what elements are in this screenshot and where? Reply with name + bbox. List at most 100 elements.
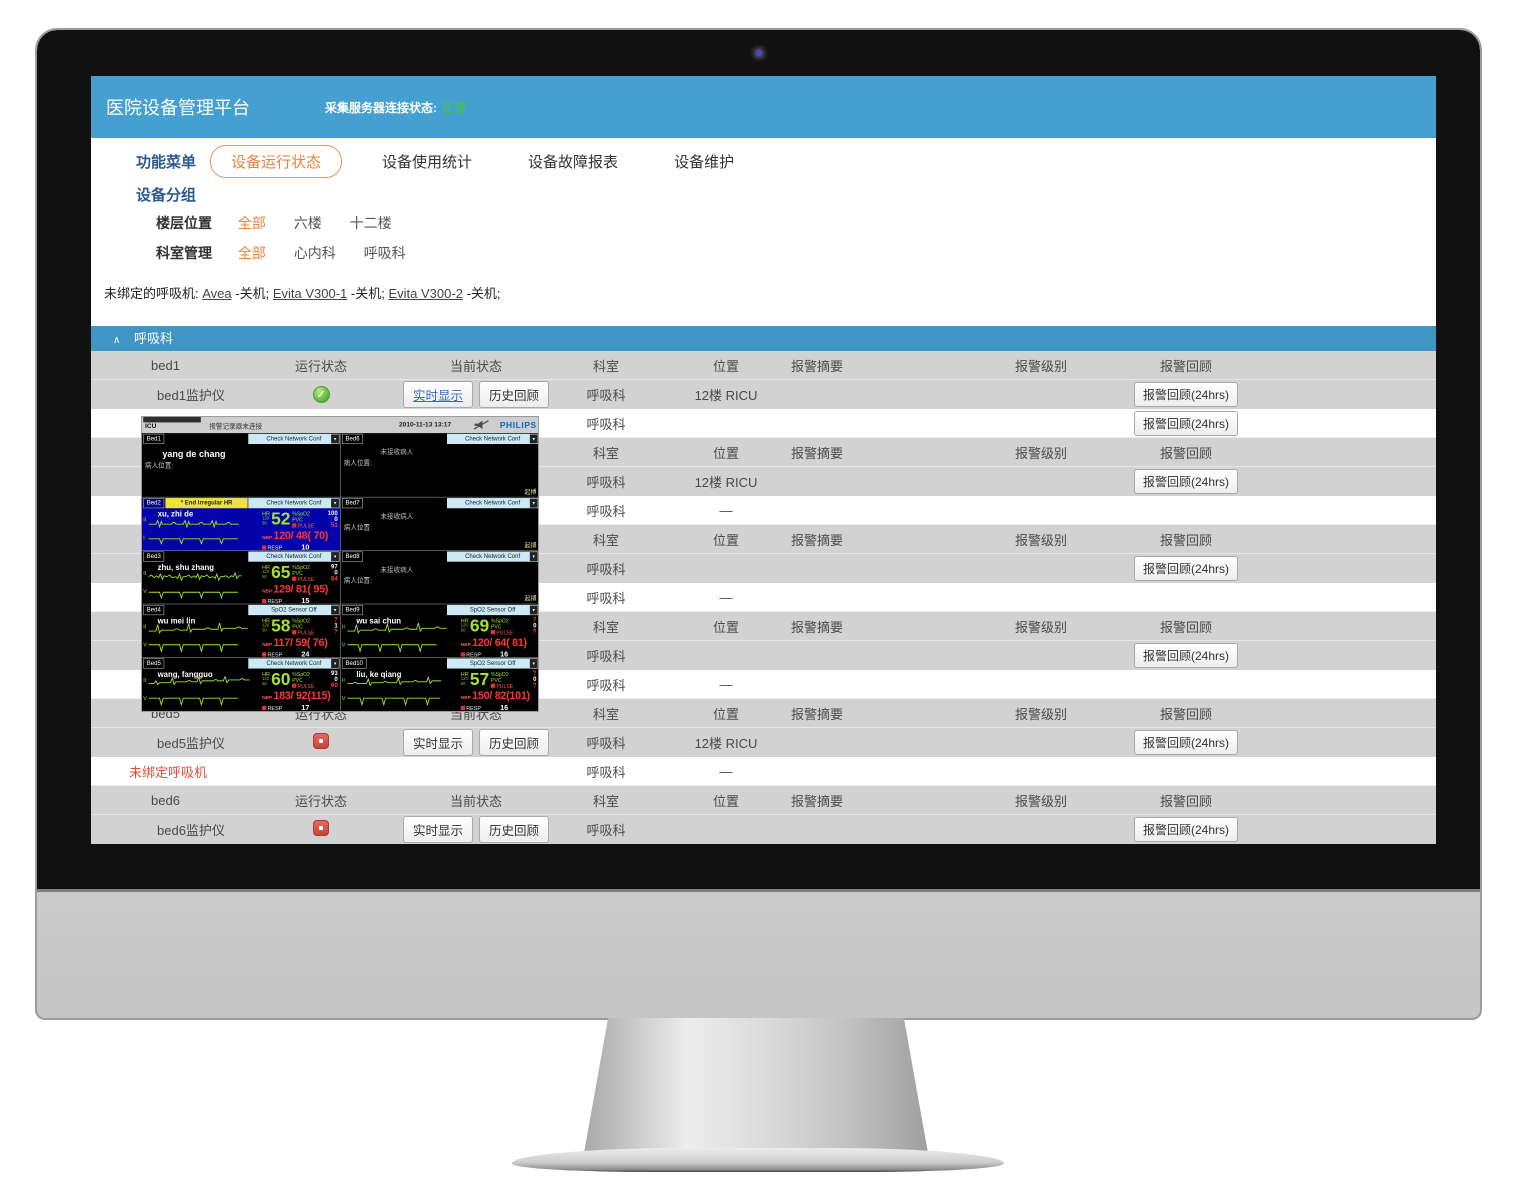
network-conf-dropdown[interactable]: Check Network Conf ▾ (447, 551, 538, 562)
patient-name: liu, ke qiang (356, 669, 402, 679)
bed-tag: Bed2 (143, 498, 165, 509)
dropdown-arrow-icon[interactable]: ▾ (331, 434, 339, 444)
alarm-review-24hrs-button[interactable]: 报警回顾(24hrs) (1133, 469, 1238, 494)
ecg-lead-label: II (143, 570, 147, 577)
tab-device-fault-report[interactable]: 设备故障报表 (528, 153, 619, 171)
alarm-review-24hrs-button[interactable]: 报警回顾(24hrs) (1133, 817, 1238, 842)
dropdown-arrow-icon[interactable]: ▾ (331, 552, 339, 562)
alarm-square-icon (262, 652, 267, 657)
link-avea[interactable]: Avea (202, 286, 232, 301)
ecg-lead-label: II (143, 676, 147, 683)
no-patient-label: 未接收病人 (380, 448, 414, 457)
filter-floor-all[interactable]: 全部 (237, 215, 266, 231)
avea-status: -关机; (235, 286, 270, 301)
status-ok-icon (312, 386, 330, 403)
location-cell: — (719, 502, 733, 518)
dropdown-arrow-icon[interactable]: ▾ (331, 605, 339, 615)
nbp-value: 120/ 48( 70) (273, 529, 329, 542)
filter-dept-all[interactable]: 全部 (237, 245, 266, 261)
location-cell: — (719, 589, 733, 605)
col-alarm-level: 报警级别 (1014, 533, 1067, 548)
col-alarm-summary: 报警摘要 (791, 707, 844, 722)
col-location: 位置 (712, 533, 739, 548)
table-row: bed5监护仪 实时显示 历史回顾 呼吸科 12楼 RICU 报警回顾(24hrs… (91, 728, 1436, 757)
alarm-square-icon (262, 705, 267, 710)
spo2-value: ? (334, 616, 338, 624)
col-alarm-summary: 报警摘要 (791, 533, 844, 548)
bed-panel-bed6: Bed6 Check Network Conf ▾ 未接收病人 病人位置: 起搏 (340, 433, 538, 497)
tab-device-maintenance[interactable]: 设备维护 (674, 153, 735, 171)
alarm-review-24hrs-button[interactable]: 报警回顾(24hrs) (1133, 382, 1238, 407)
section-bar-respiratory[interactable]: ∧ 呼吸科 (91, 326, 1436, 351)
col-location: 位置 (712, 794, 739, 809)
link-evita-v300-1[interactable]: Evita V300-1 (272, 286, 348, 301)
collapse-chevron-icon[interactable]: ∧ (113, 335, 121, 346)
history-review-button[interactable]: 历史回顾 (479, 816, 550, 843)
dropdown-arrow-icon[interactable]: ▾ (331, 658, 339, 668)
filter-dept: 科室管理 全部 心内科 呼吸科 (91, 238, 1436, 268)
network-conf-dropdown[interactable]: Check Network Conf ▾ (248, 551, 340, 562)
filter-floor-6[interactable]: 六楼 (293, 215, 322, 231)
bed-tag: Bed5 (143, 658, 165, 669)
filter-dept-respiratory[interactable]: 呼吸科 (363, 245, 406, 261)
ecg-lead-label: V (341, 641, 346, 648)
ecg-lead-label: II (341, 676, 345, 683)
link-evita-v300-2[interactable]: Evita V300-2 (388, 286, 463, 301)
dropdown-arrow-icon[interactable]: ▾ (529, 498, 538, 508)
bed-panel-bed2: Bed2 * End Irregular HR Check Network Co… (142, 497, 341, 551)
alarm-review-24hrs-button[interactable]: 报警回顾(24hrs) (1133, 556, 1238, 581)
status-stopped-icon (313, 820, 329, 836)
history-review-button[interactable]: 历史回顾 (479, 381, 550, 408)
realtime-display-button[interactable]: 实时显示 (402, 729, 473, 756)
col-alarm-review: 报警回顾 (1159, 707, 1212, 722)
pvc-value: 0 (533, 676, 537, 683)
bed-tag: Bed7 (341, 498, 364, 509)
col-alarm-level: 报警级别 (1014, 794, 1067, 809)
nbp-value: 183/ 92(115) (273, 689, 331, 702)
network-conf-dropdown[interactable]: Check Network Conf ▾ (248, 433, 340, 445)
col-location: 位置 (712, 359, 739, 374)
filter-dept-cardiology[interactable]: 心内科 (293, 245, 336, 261)
monitor-name: bed5监护仪 (157, 736, 225, 751)
dept-cell: 呼吸科 (586, 503, 626, 519)
tab-device-usage-stats[interactable]: 设备使用统计 (382, 153, 473, 171)
dropdown-arrow-icon[interactable]: ▾ (529, 605, 538, 615)
table-row: bed6 运行状态 当前状态 科室 位置 报警摘要 报警级别 报警回顾 (91, 786, 1436, 815)
dropdown-arrow-icon[interactable]: ▾ (529, 658, 538, 668)
tab-device-run-status[interactable]: 设备运行状态 (210, 144, 343, 178)
ecg-lead-label: I (143, 534, 145, 541)
col-run-status: 运行状态 (294, 794, 347, 809)
nbp-value: 150/ 82(101) (472, 689, 530, 702)
realtime-display-button[interactable]: 实时显示 (402, 381, 473, 408)
nav-bar: 功能菜单 设备运行状态 设备使用统计 设备故障报表 设备维护 (91, 138, 1436, 184)
alarm-review-24hrs-button[interactable]: 报警回顾(24hrs) (1133, 643, 1238, 668)
ecg-lead-label: V (143, 588, 147, 595)
col-location: 位置 (712, 707, 739, 722)
patient-location-label: 病人位置: (343, 577, 372, 585)
nbp-value: 120/ 64( 81) (472, 636, 527, 649)
dept-cell: 呼吸科 (586, 590, 626, 606)
ecg-waveform (347, 697, 441, 706)
col-alarm-level: 报警级别 (1014, 446, 1067, 461)
alarm-review-24hrs-button[interactable]: 报警回顾(24hrs) (1133, 410, 1238, 436)
location-cell: 12楼 RICU (694, 475, 758, 490)
alarm-review-24hrs-button[interactable]: 报警回顾(24hrs) (1133, 730, 1238, 755)
network-conf-dropdown[interactable]: Check Network Conf ▾ (447, 433, 538, 445)
spo2-sensor-dropdown[interactable]: SpO2 Sensor Off ▾ (248, 604, 340, 616)
dropdown-arrow-icon[interactable]: ▾ (529, 434, 538, 444)
network-conf-dropdown[interactable]: Check Network Conf ▾ (447, 498, 538, 509)
realtime-display-button[interactable]: 实时显示 (402, 816, 473, 843)
resp-value: 15 (301, 596, 310, 604)
spo2-sensor-dropdown[interactable]: SpO2 Sensor Off ▾ (447, 658, 538, 669)
bed-panel-bed5: Bed5 Check Network Conf ▾ wang, fangguo I… (142, 657, 341, 711)
table-row: bed6监护仪 实时显示 历史回顾 呼吸科 报警回顾(24hrs) (91, 815, 1436, 844)
filter-floor-12[interactable]: 十二楼 (349, 215, 392, 231)
ecg-lead-label: V (143, 694, 147, 701)
spo2-sensor-dropdown[interactable]: SpO2 Sensor Off ▾ (447, 604, 538, 616)
network-conf-dropdown[interactable]: Check Network Conf ▾ (248, 498, 340, 509)
network-conf-dropdown[interactable]: Check Network Conf ▾ (248, 658, 340, 669)
dropdown-arrow-icon[interactable]: ▾ (331, 498, 339, 508)
history-review-button[interactable]: 历史回顾 (479, 729, 550, 756)
dropdown-arrow-icon[interactable]: ▾ (529, 552, 538, 562)
patient-location-label: 病人位置: (343, 459, 372, 467)
